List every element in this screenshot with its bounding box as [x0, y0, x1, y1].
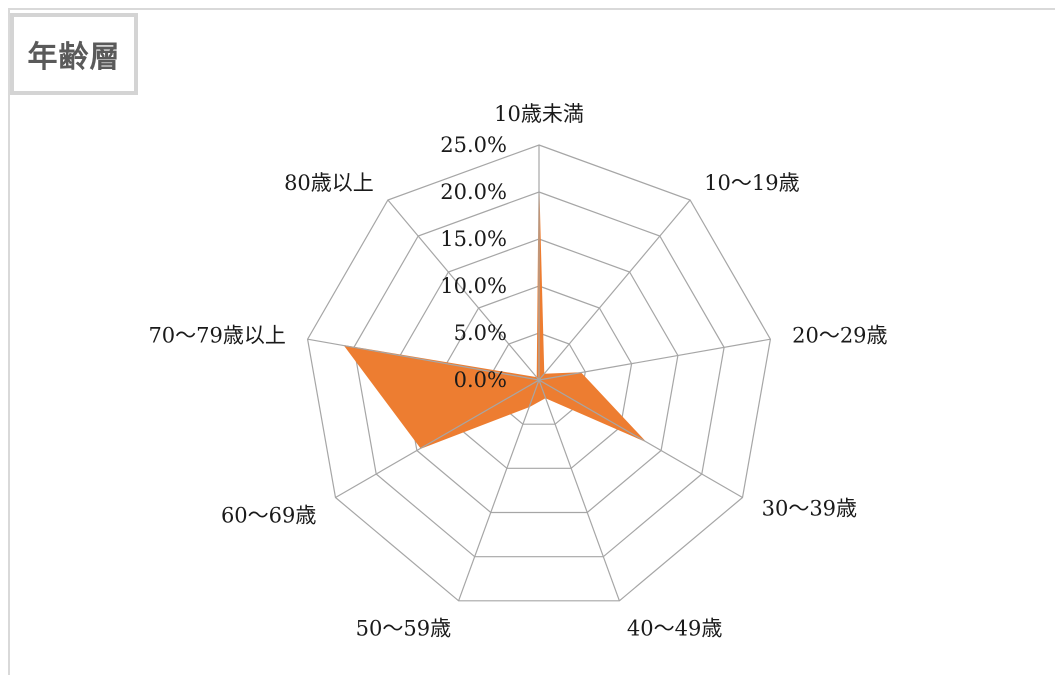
- grid-ring-2: [445, 285, 633, 469]
- tick-label: 5.0%: [454, 321, 507, 345]
- spoke-6: [335, 379, 540, 499]
- spoke-7: [307, 338, 540, 381]
- series-area-0: [343, 191, 646, 449]
- category-label: 20～29歳: [792, 323, 887, 347]
- chart-frame: [8, 8, 1055, 675]
- spoke-1: [538, 199, 691, 381]
- category-label: 40～49歳: [627, 617, 722, 641]
- grid-ring-1: [492, 332, 586, 425]
- category-label: 70～79歳以上: [148, 323, 285, 347]
- category-label: 10歳未満: [494, 102, 584, 126]
- spoke-3: [538, 379, 743, 499]
- grid-ring-4: [353, 191, 725, 558]
- category-label: 10～19歳: [704, 171, 799, 195]
- tick-label: 25.0%: [440, 133, 507, 157]
- spoke-2: [538, 338, 771, 381]
- spoke-5: [458, 379, 540, 602]
- spoke-4: [538, 379, 620, 602]
- chart-title: 年齢層: [27, 40, 121, 75]
- tick-layer: 0.0% 5.0% 10.0% 15.0% 20.0% 25.0%: [440, 133, 507, 392]
- tick-label: 15.0%: [440, 227, 507, 251]
- category-label: 50～59歳: [356, 617, 451, 641]
- tick-label: 0.0%: [454, 368, 507, 392]
- label-layer: 10歳未満 10～19歳 20～29歳 30～39歳 40～49歳 50～59歳 60～69…: [148, 102, 887, 641]
- spoke-8: [387, 199, 540, 381]
- chart-title-box: 年齢層: [10, 13, 138, 95]
- grid-ring-5: [306, 144, 772, 602]
- tick-label: 10.0%: [440, 274, 507, 298]
- spoke-layer: [307, 145, 771, 602]
- grid-layer: [306, 144, 772, 602]
- category-label: 30～39歳: [762, 497, 857, 521]
- category-label: 60～69歳: [221, 504, 316, 528]
- grid-ring-3: [399, 238, 679, 514]
- tick-label: 20.0%: [440, 180, 507, 204]
- category-label: 80歳以上: [284, 171, 374, 195]
- series-layer: [343, 191, 646, 449]
